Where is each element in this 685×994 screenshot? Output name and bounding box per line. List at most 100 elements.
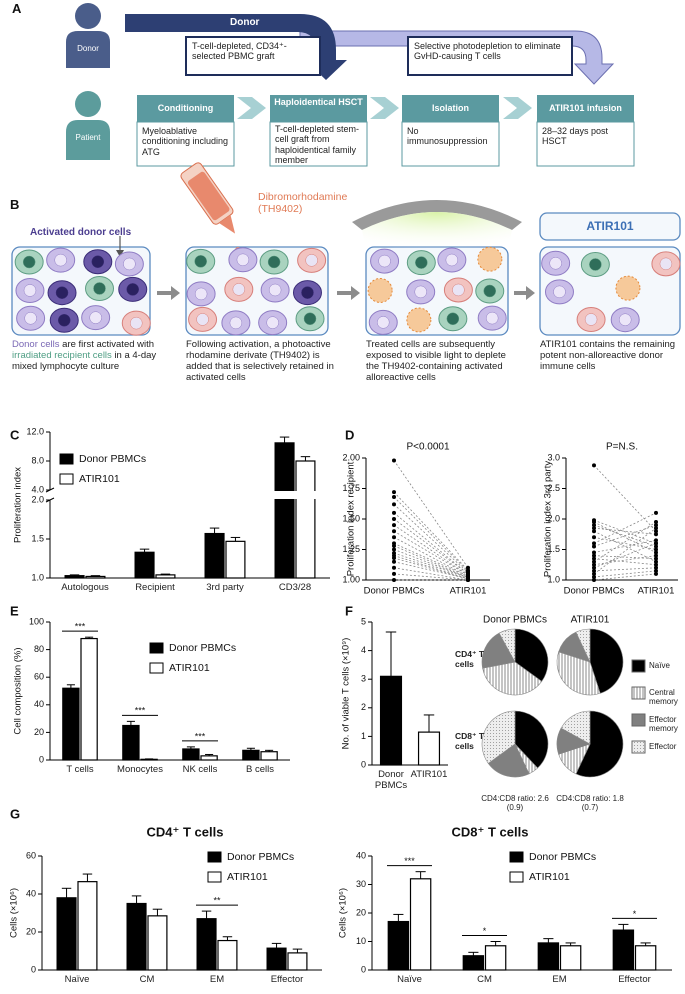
step-title: ATIR101 infusion <box>549 103 622 113</box>
x-tick-label: Naïve <box>397 974 422 985</box>
x-tick-label: Naïve <box>64 974 90 985</box>
y-axis-label: Proliferation index <box>13 467 24 543</box>
nucleus <box>659 257 673 271</box>
point <box>654 556 658 561</box>
x-tick-label: CM <box>477 974 492 985</box>
nucleus <box>232 283 246 296</box>
nucleus <box>126 283 139 296</box>
pair-line <box>393 524 469 576</box>
pair-line <box>393 555 469 580</box>
nucleus <box>303 312 317 325</box>
bar <box>462 955 485 971</box>
point <box>592 463 596 468</box>
chart-title: CD8⁺ T cells <box>452 824 529 839</box>
nucleus <box>378 254 391 268</box>
pair-line <box>593 465 657 532</box>
bar <box>77 881 98 971</box>
nucleus <box>91 255 105 268</box>
y-axis-label: Cells (×10⁶) <box>9 888 20 938</box>
y-tick-label: 2.0 <box>31 494 44 504</box>
nucleus <box>229 316 243 330</box>
chart-title: P=N.S. <box>606 442 638 453</box>
bar <box>559 945 582 971</box>
step-text: No immunosuppression <box>407 126 488 147</box>
nucleus <box>23 284 37 297</box>
point <box>654 571 658 576</box>
point <box>592 541 596 546</box>
dying-cell <box>615 275 641 301</box>
legend-label: Donor PBMCs <box>529 851 596 863</box>
y-tick-label: 3 <box>361 674 366 684</box>
bar <box>134 551 155 579</box>
x-tick-label: NK cells <box>182 764 218 775</box>
patient-icon <box>66 91 110 160</box>
product-box <box>539 212 681 241</box>
ratio-note: CD4:CD8 ratio: 1.8 (0.7) <box>556 794 624 813</box>
nucleus <box>22 255 36 269</box>
legend-swatch <box>509 871 524 883</box>
step-title: Haploidentical HSCT <box>274 97 363 107</box>
y-axis-label: No. of viable T cells (×10⁹) <box>341 638 352 750</box>
column-label: ATIR101 <box>571 615 610 626</box>
pair-line <box>593 558 657 566</box>
y-tick-label: 1.50 <box>342 513 360 523</box>
y-tick-label: 20 <box>34 727 44 737</box>
step-arrows <box>157 286 535 300</box>
point <box>592 529 596 534</box>
nucleus <box>445 253 459 267</box>
y-tick-label: 30 <box>356 879 366 889</box>
nucleus <box>194 255 207 268</box>
pair-line <box>393 536 469 577</box>
nucleus <box>452 283 465 297</box>
y-tick-label: 20 <box>26 926 36 936</box>
pie-slice <box>560 710 591 745</box>
x-tick-label: CD3/28 <box>278 582 312 593</box>
nucleus <box>267 255 281 269</box>
pie-slice <box>575 628 591 663</box>
legend-swatch <box>207 851 222 863</box>
bar <box>537 942 560 971</box>
significance-label: *** <box>404 856 415 866</box>
y-axis-label: Proliferation index recipient <box>346 461 357 576</box>
significance-label: *** <box>195 731 206 741</box>
legend-swatch <box>149 642 164 654</box>
point <box>392 523 396 528</box>
x-tick-label: EM <box>552 974 567 985</box>
y-tick-label: 5 <box>361 616 366 626</box>
bar <box>387 920 410 971</box>
legend-swatch <box>631 659 646 673</box>
pie-slice <box>575 710 624 778</box>
point <box>592 523 596 528</box>
bar <box>266 947 287 971</box>
x-tick-label: ATIR101 <box>410 769 448 780</box>
step-title: Conditioning <box>157 103 214 113</box>
bar <box>217 939 238 971</box>
column-label: Donor PBMCs <box>483 615 547 626</box>
pair-line <box>593 519 657 544</box>
culture-boxes <box>11 246 681 336</box>
point <box>592 526 596 531</box>
point <box>654 568 658 573</box>
nucleus <box>414 285 427 299</box>
nucleus <box>589 258 602 271</box>
caption-part: Donor cells <box>12 339 60 350</box>
legend-label: Donor PBMCs <box>79 453 146 465</box>
point <box>654 565 658 570</box>
activated-label: Activated donor cells <box>30 227 132 238</box>
point <box>592 571 596 576</box>
point <box>654 541 658 546</box>
drug-label: Dibromorhodamine (TH9402) <box>258 191 348 216</box>
point <box>654 520 658 525</box>
y-tick-label: 12.0 <box>26 426 44 436</box>
nucleus <box>196 313 209 326</box>
x-tick-label: Recipient <box>135 582 175 593</box>
point <box>592 544 596 549</box>
bar <box>62 687 80 761</box>
bar <box>417 731 441 766</box>
legend-label: ATIR101 <box>169 662 210 674</box>
point <box>392 535 396 540</box>
x-tick-label: CM <box>139 974 155 985</box>
panel-label: C <box>10 427 20 442</box>
legend-swatch <box>509 851 524 863</box>
